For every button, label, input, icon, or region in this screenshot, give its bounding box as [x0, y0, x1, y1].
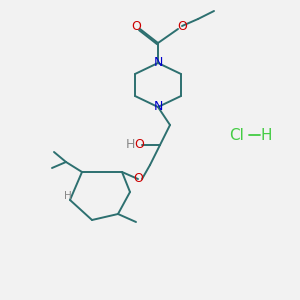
- Text: O: O: [177, 20, 187, 32]
- Text: O: O: [133, 172, 143, 185]
- Text: O: O: [134, 139, 144, 152]
- Text: O: O: [131, 20, 141, 32]
- Text: Cl: Cl: [230, 128, 244, 142]
- Text: N: N: [153, 56, 163, 70]
- Text: H: H: [64, 191, 72, 201]
- Text: H: H: [260, 128, 272, 142]
- Text: N: N: [153, 100, 163, 113]
- Text: H: H: [125, 139, 135, 152]
